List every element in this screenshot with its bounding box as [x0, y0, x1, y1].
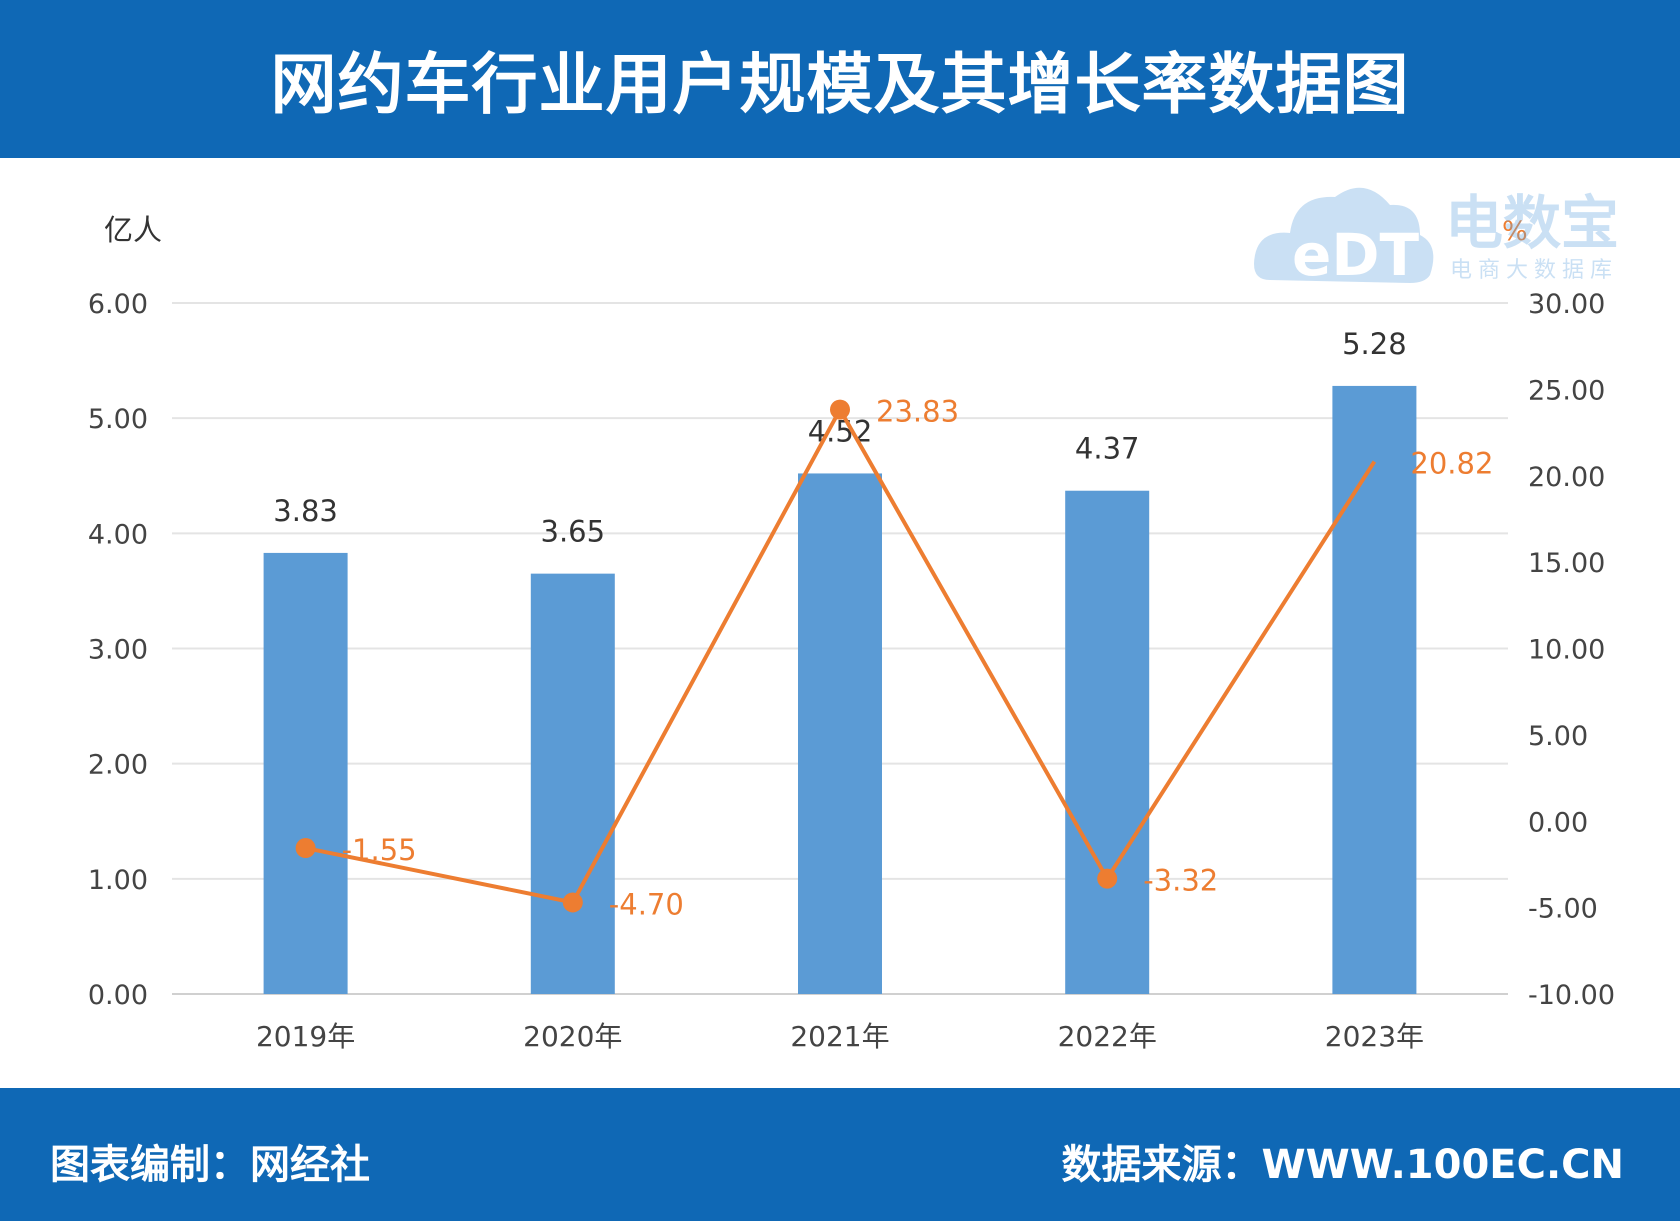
bar [530, 573, 615, 994]
growth-data-label: 23.83 [876, 395, 959, 429]
watermark-tagline: 电商大数据库 [1450, 258, 1618, 283]
left-axis-unit: 亿人 [104, 213, 162, 247]
right-tick-label: 30.00 [1528, 289, 1605, 320]
right-tick-label: -10.00 [1528, 980, 1615, 1011]
chart-svg: 0.00 1.00 2.00 3.00 4.00 5.00 6.00 -10.00 -5.00 0… [88, 213, 1615, 1053]
watermark-brand: 电数宝 [1445, 189, 1619, 257]
chart-area: 0.00 1.00 2.00 3.00 4.00 5.00 6.00 -10.00 -5.00 0… [0, 158, 1680, 1088]
bar-data-label: 3.83 [273, 494, 338, 528]
right-tick-label: 0.00 [1528, 807, 1588, 838]
category-label: 2023年 [1325, 1020, 1424, 1053]
left-tick-label: 6.00 [88, 289, 148, 320]
category-label: 2021年 [790, 1020, 889, 1053]
bar-data-label: 5.28 [1342, 327, 1407, 361]
right-tick-label: -5.00 [1528, 894, 1598, 925]
growth-data-label: -3.32 [1143, 864, 1218, 898]
right-tick-label: 20.00 [1528, 462, 1605, 493]
growth-data-label: -4.70 [609, 887, 684, 921]
left-tick-label: 0.00 [88, 980, 148, 1011]
right-tick-label: 5.00 [1528, 721, 1588, 752]
bar-data-label: 4.52 [808, 414, 873, 448]
bar [1065, 490, 1150, 994]
growth-point [562, 892, 583, 913]
growth-point [1097, 868, 1118, 889]
bar [263, 552, 348, 994]
growth-point [295, 838, 316, 859]
footer-credit: 图表编制：网经社 [50, 1142, 370, 1188]
category-label: 2019年 [256, 1020, 355, 1053]
left-tick-label: 5.00 [88, 404, 148, 435]
bar-data-label: 4.37 [1075, 432, 1140, 466]
growth-data-label: 20.82 [1410, 447, 1493, 481]
bar-data-label: 3.65 [541, 515, 606, 549]
right-tick-label: 15.00 [1528, 548, 1605, 579]
right-tick-label: 10.00 [1528, 635, 1605, 666]
category-label: 2022年 [1058, 1020, 1157, 1053]
right-axis-unit: % [1502, 216, 1528, 247]
right-tick-label: 25.00 [1528, 375, 1605, 406]
watermark-logo-text: eDT [1292, 221, 1419, 289]
left-tick-label: 4.00 [88, 519, 148, 550]
footer-band: 图表编制：网经社 数据来源：WWW.100EC.CN [0, 1088, 1680, 1221]
growth-point [830, 399, 850, 420]
growth-data-label: -1.55 [342, 833, 417, 867]
left-tick-label: 2.00 [88, 750, 148, 781]
bar [798, 473, 882, 994]
bar [1332, 385, 1417, 994]
chart-title: 网约车行业用户规模及其增长率数据图 [270, 46, 1410, 123]
category-label: 2020年 [523, 1020, 622, 1053]
header-band: 网约车行业用户规模及其增长率数据图 [0, 0, 1680, 158]
left-tick-label: 1.00 [88, 865, 148, 896]
footer-source: 数据来源：WWW.100EC.CN [1061, 1142, 1625, 1188]
left-tick-label: 3.00 [88, 635, 148, 666]
watermark-logo: eDT 电数宝 电商大数据库 [1254, 187, 1619, 289]
